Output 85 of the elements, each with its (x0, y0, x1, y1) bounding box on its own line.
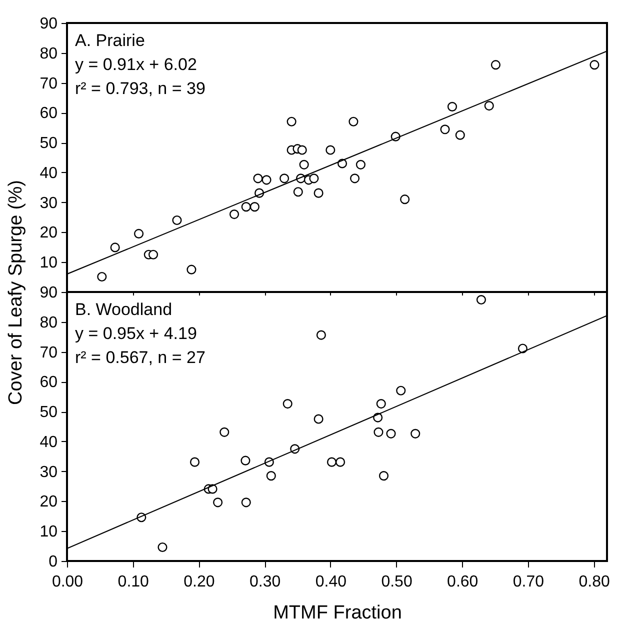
point (396, 386, 406, 396)
x-tick-label: 0.70 (512, 574, 544, 590)
y-tick-label: 50 (40, 135, 58, 152)
point (253, 174, 263, 184)
point (314, 188, 324, 198)
point (386, 428, 396, 438)
y-tick-label: 60 (40, 374, 58, 392)
point (590, 60, 600, 70)
annotation: r² = 0.793, n = 39 (75, 79, 206, 98)
x-tick-label: 0.00 (52, 574, 84, 590)
y-tick-label: 10 (40, 254, 58, 272)
point (336, 457, 346, 467)
point (299, 160, 309, 170)
point (316, 330, 326, 340)
x-tick-label: 0.60 (447, 574, 478, 590)
point (158, 542, 168, 552)
point (376, 399, 386, 409)
y-tick-label: 80 (40, 314, 58, 332)
point (326, 145, 336, 155)
point (374, 427, 384, 437)
point (282, 399, 292, 409)
point (266, 471, 276, 481)
y-tick-label: 60 (40, 105, 58, 122)
point (326, 457, 337, 467)
y-tick-label: 30 (40, 464, 58, 481)
annotation: y = 0.95x + 4.19 (75, 324, 197, 343)
point (280, 174, 290, 184)
annotation: r² = 0.567, n = 27 (75, 348, 206, 367)
y-tick-label: 90 (40, 284, 58, 302)
point (229, 210, 240, 220)
point (348, 116, 358, 126)
point (241, 498, 251, 508)
y-tick-label: 70 (40, 75, 58, 92)
point (97, 272, 107, 282)
point (186, 264, 196, 274)
point (484, 101, 494, 111)
point (297, 145, 307, 155)
y-tick-label: 10 (40, 524, 58, 541)
point (410, 428, 420, 438)
point (172, 215, 182, 226)
y-tick-label: 90 (40, 16, 58, 32)
x-tick-label: 0.80 (578, 574, 610, 590)
annotation: B. Woodland (75, 300, 172, 319)
y-tick-label: 70 (40, 344, 58, 362)
point (350, 174, 360, 184)
point (309, 174, 319, 184)
point (110, 242, 120, 252)
x-tick-label: 0.40 (315, 574, 347, 590)
point (250, 202, 260, 212)
point (134, 228, 144, 238)
point (447, 102, 458, 112)
x-tick-label: 0.50 (381, 574, 412, 590)
point (518, 344, 528, 354)
x-axis-title: MTMF Fraction (273, 602, 402, 624)
point (490, 60, 500, 70)
point (378, 471, 389, 481)
x-tick-label: 0.20 (184, 574, 215, 590)
point (314, 414, 324, 424)
point (148, 250, 158, 260)
y-tick-label: 40 (40, 434, 58, 451)
annotation: A. Prairie (75, 31, 145, 50)
point (476, 294, 486, 305)
point (220, 427, 230, 437)
annotation: y = 0.91x + 6.02 (75, 55, 197, 74)
y-tick-label: 40 (40, 164, 58, 182)
point (241, 202, 251, 212)
point (293, 187, 303, 197)
y-tick-label: 30 (40, 194, 58, 212)
y-tick-label: 50 (40, 404, 58, 422)
point (190, 457, 200, 467)
y-tick-label: 80 (40, 45, 58, 62)
point (240, 456, 250, 466)
y-tick-label: 20 (40, 494, 58, 511)
point (356, 160, 366, 170)
x-tick-label: 0.30 (249, 574, 281, 590)
point (440, 124, 450, 134)
y-tick-label: 0 (48, 554, 58, 570)
point (262, 175, 272, 185)
point (213, 498, 223, 508)
point (286, 116, 296, 126)
x-tick-label: 0.10 (118, 574, 150, 590)
y-tick-label: 20 (40, 224, 58, 242)
y-axis-title: Cover of Leafy Spurge (%) (6, 180, 27, 405)
point (455, 130, 465, 140)
point (400, 194, 410, 204)
